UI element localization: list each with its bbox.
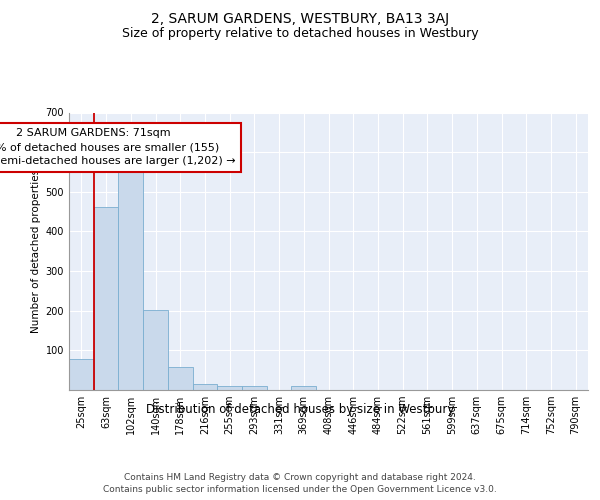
Text: 2, SARUM GARDENS, WESTBURY, BA13 3AJ: 2, SARUM GARDENS, WESTBURY, BA13 3AJ <box>151 12 449 26</box>
Y-axis label: Number of detached properties: Number of detached properties <box>31 169 41 334</box>
Bar <box>193 384 217 390</box>
Bar <box>143 310 168 390</box>
Bar <box>168 368 193 390</box>
Bar <box>118 172 143 390</box>
Bar <box>94 207 118 390</box>
Bar <box>292 386 316 390</box>
Text: Contains public sector information licensed under the Open Government Licence v3: Contains public sector information licen… <box>103 485 497 494</box>
Bar <box>217 386 242 390</box>
Bar <box>69 359 94 390</box>
Bar <box>242 386 267 390</box>
Text: Size of property relative to detached houses in Westbury: Size of property relative to detached ho… <box>122 28 478 40</box>
Text: 2 SARUM GARDENS: 71sqm
← 11% of detached houses are smaller (155)
88% of semi-de: 2 SARUM GARDENS: 71sqm ← 11% of detached… <box>0 128 236 166</box>
Text: Contains HM Land Registry data © Crown copyright and database right 2024.: Contains HM Land Registry data © Crown c… <box>124 472 476 482</box>
Text: Distribution of detached houses by size in Westbury: Distribution of detached houses by size … <box>146 402 454 415</box>
